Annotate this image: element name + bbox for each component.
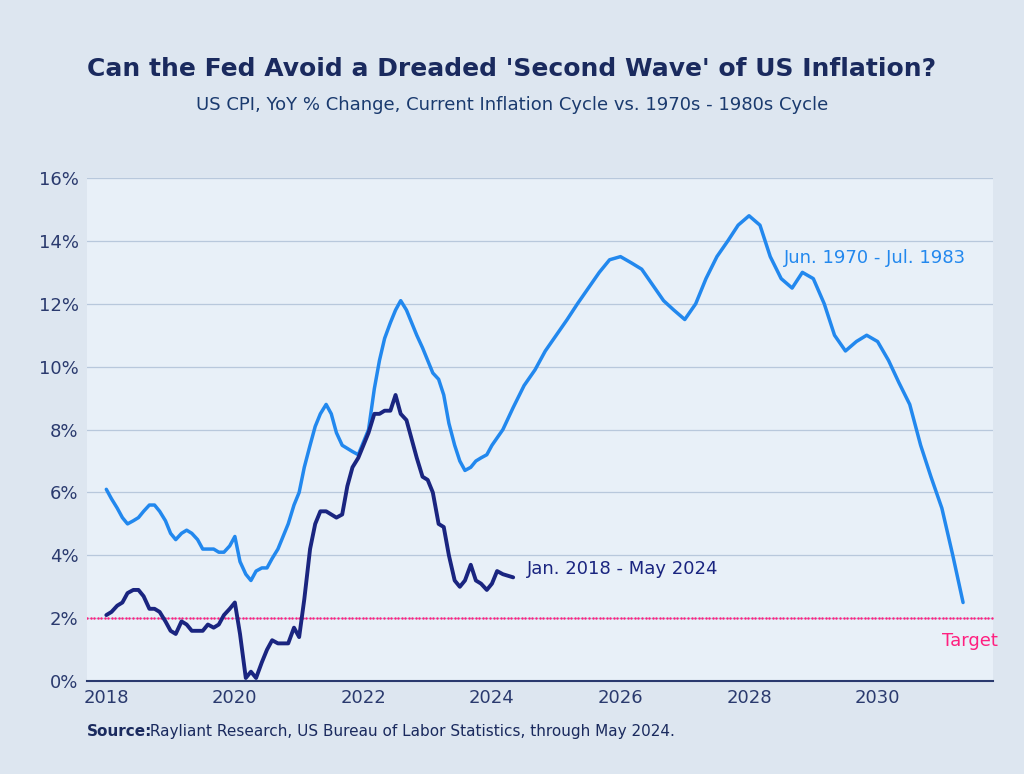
Text: Jun. 1970 - Jul. 1983: Jun. 1970 - Jul. 1983 [784, 249, 967, 267]
Text: Target: Target [942, 632, 997, 650]
Text: US CPI, YoY % Change, Current Inflation Cycle vs. 1970s - 1980s Cycle: US CPI, YoY % Change, Current Inflation … [196, 96, 828, 114]
Text: Source:: Source: [87, 724, 153, 739]
Text: Jan. 2018 - May 2024: Jan. 2018 - May 2024 [527, 560, 719, 578]
Text: Rayliant Research, US Bureau of Labor Statistics, through May 2024.: Rayliant Research, US Bureau of Labor St… [145, 724, 675, 739]
Text: Can the Fed Avoid a Dreaded 'Second Wave' of US Inflation?: Can the Fed Avoid a Dreaded 'Second Wave… [87, 57, 937, 81]
